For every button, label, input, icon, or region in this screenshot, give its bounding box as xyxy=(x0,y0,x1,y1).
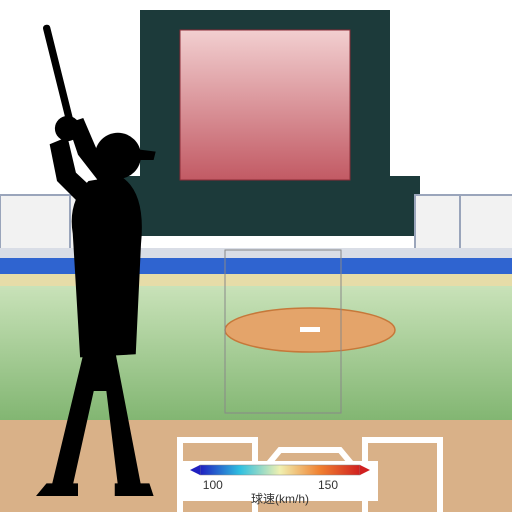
pitch-location-chart: 100 150 球速(km/h) xyxy=(0,0,512,512)
stand-panel-3 xyxy=(460,195,512,255)
legend-tick-0: 100 xyxy=(203,478,223,492)
pitching-rubber xyxy=(300,327,320,332)
legend-label: 球速(km/h) xyxy=(251,492,309,506)
legend-tick-1: 150 xyxy=(318,478,338,492)
scoreboard-screen xyxy=(180,30,350,180)
stand-panel-0 xyxy=(0,195,70,255)
stand-panel-2 xyxy=(415,195,460,255)
chart-svg: 100 150 球速(km/h) xyxy=(0,0,512,512)
legend-gradient-bar xyxy=(200,465,360,475)
